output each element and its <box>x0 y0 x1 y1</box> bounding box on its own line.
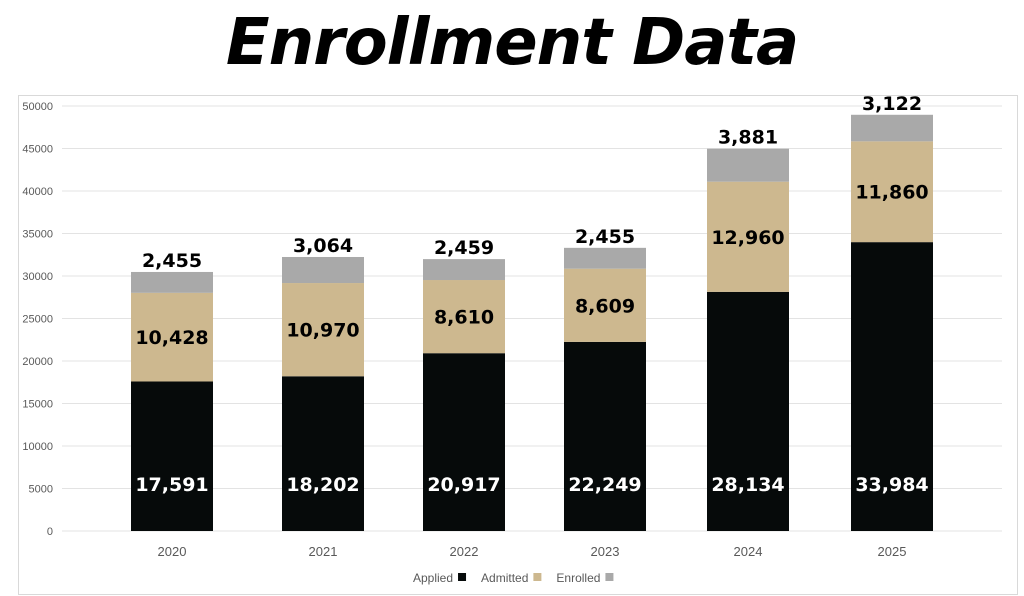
x-tick-label: 2024 <box>734 544 763 559</box>
data-label: 3,064 <box>293 235 353 257</box>
bar-enrolled-2022 <box>423 259 505 281</box>
bar-admitted-2023 <box>564 268 646 342</box>
data-label: 10,970 <box>286 320 359 342</box>
bar-admitted-2021 <box>282 283 364 377</box>
y-tick-label: 40000 <box>22 186 53 198</box>
bar-admitted-2024 <box>707 181 789 292</box>
x-tick-label: 2020 <box>158 544 187 559</box>
x-tick-label: 2023 <box>591 544 620 559</box>
legend-label: Enrolled <box>556 571 600 585</box>
data-label: 12,960 <box>711 227 784 249</box>
y-tick-label: 20000 <box>22 356 53 368</box>
data-label: 17,591 <box>135 474 208 496</box>
data-label: 11,860 <box>855 182 928 204</box>
chart-title: Enrollment Data <box>225 6 799 80</box>
legend-label: Applied <box>413 571 453 585</box>
data-label: 28,134 <box>711 474 784 496</box>
bar-applied-2024 <box>707 291 789 531</box>
bar-applied-2021 <box>282 376 364 531</box>
y-tick-label: 25000 <box>22 314 53 326</box>
plot-frame <box>18 95 1018 595</box>
data-label: 8,609 <box>575 295 635 317</box>
bar-applied-2020 <box>131 381 213 531</box>
x-tick-label: 2025 <box>878 544 907 559</box>
y-tick-label: 10000 <box>22 441 53 453</box>
bar-enrolled-2021 <box>282 256 364 284</box>
data-label: 20,917 <box>427 474 500 496</box>
y-tick-label: 30000 <box>22 271 53 283</box>
data-label: 33,984 <box>855 474 928 496</box>
y-tick-label: 50000 <box>22 101 53 113</box>
y-tick-label: 0 <box>47 526 53 538</box>
bar-enrolled-2023 <box>564 247 646 269</box>
y-tick-label: 15000 <box>22 399 53 411</box>
data-label: 3,122 <box>862 93 922 115</box>
bar-applied-2023 <box>564 341 646 531</box>
legend-swatch-admitted <box>533 573 542 581</box>
bar-enrolled-2024 <box>707 148 789 182</box>
data-label: 8,610 <box>434 307 494 329</box>
data-label: 22,249 <box>568 474 641 496</box>
bar-applied-2025 <box>851 242 933 532</box>
data-label: 3,881 <box>718 127 778 149</box>
legend-swatch-enrolled <box>605 573 614 581</box>
bar-admitted-2025 <box>851 141 933 243</box>
bar-applied-2022 <box>423 353 505 531</box>
data-label: 18,202 <box>286 474 359 496</box>
data-label: 10,428 <box>135 327 208 349</box>
legend-swatch-applied <box>458 573 467 581</box>
bar-enrolled-2025 <box>851 114 933 142</box>
data-label: 2,459 <box>434 237 494 259</box>
data-label: 2,455 <box>142 250 202 272</box>
bar-admitted-2020 <box>131 292 213 382</box>
y-tick-label: 35000 <box>22 229 53 241</box>
y-tick-label: 45000 <box>22 144 53 156</box>
y-tick-label: 5000 <box>29 484 53 496</box>
x-tick-label: 2022 <box>450 544 479 559</box>
bar-enrolled-2020 <box>131 271 213 293</box>
legend-label: Admitted <box>481 571 528 585</box>
data-label: 2,455 <box>575 226 635 248</box>
bar-admitted-2022 <box>423 280 505 354</box>
x-tick-label: 2021 <box>309 544 338 559</box>
